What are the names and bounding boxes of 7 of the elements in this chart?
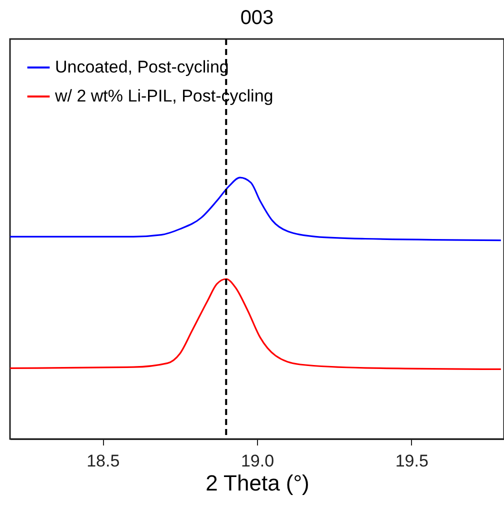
legend-label: Uncoated, Post-cycling: [55, 58, 229, 76]
x-tick-label: 19.5: [395, 452, 428, 470]
chart-title: 003: [240, 7, 274, 29]
x-tick-label: 19.0: [240, 452, 274, 470]
x-axis-title: 2 Theta (°): [206, 470, 310, 496]
legend-label: w/ 2 wt% Li-PIL, Post-cycling: [54, 86, 274, 106]
x-tick-label: 18.5: [86, 452, 120, 470]
